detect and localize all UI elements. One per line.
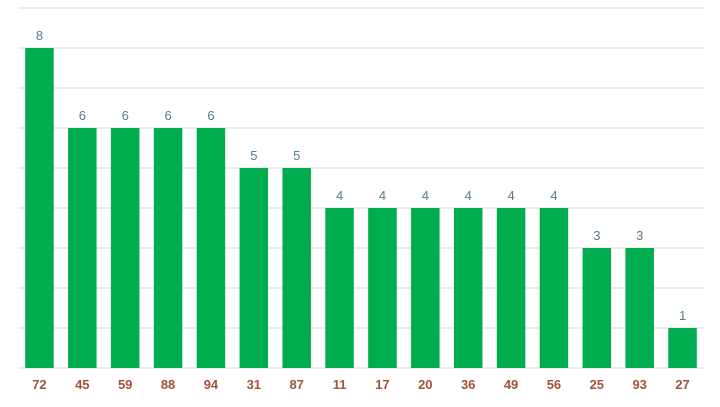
value-label-25: 3 xyxy=(593,228,600,243)
category-label-36: 36 xyxy=(461,377,475,392)
category-label-17: 17 xyxy=(375,377,389,392)
bar-25[interactable] xyxy=(582,248,612,368)
category-labels: 72 45 59 88 94 31 87 11 17 20 36 49 56 25 93 27 xyxy=(32,377,690,392)
bar-56[interactable] xyxy=(539,208,569,368)
category-label-93: 93 xyxy=(632,377,646,392)
category-label-20: 20 xyxy=(418,377,432,392)
category-label-94: 94 xyxy=(204,377,219,392)
category-label-25: 25 xyxy=(590,377,604,392)
value-label-56: 4 xyxy=(550,188,557,203)
bar-17[interactable] xyxy=(368,208,397,368)
bar-31[interactable] xyxy=(239,168,269,368)
bar-20[interactable] xyxy=(411,208,440,368)
category-label-72: 72 xyxy=(32,377,46,392)
bar-11[interactable] xyxy=(325,208,354,368)
value-label-59: 6 xyxy=(122,108,129,123)
value-label-36: 4 xyxy=(465,188,472,203)
value-label-88: 6 xyxy=(164,108,171,123)
value-label-72: 8 xyxy=(36,28,43,43)
bar-72[interactable] xyxy=(25,48,54,368)
value-label-87: 5 xyxy=(293,148,300,163)
bar-45[interactable] xyxy=(68,128,97,368)
bar-88[interactable] xyxy=(153,128,183,368)
category-label-87: 87 xyxy=(289,377,303,392)
bars xyxy=(25,48,697,368)
category-label-49: 49 xyxy=(504,377,518,392)
bar-93[interactable] xyxy=(625,248,654,368)
value-label-31: 5 xyxy=(250,148,257,163)
category-label-56: 56 xyxy=(547,377,561,392)
bar-49[interactable] xyxy=(496,208,526,368)
category-label-88: 88 xyxy=(161,377,175,392)
value-label-49: 4 xyxy=(507,188,514,203)
value-labels: 8 6 6 6 6 5 5 4 4 4 4 4 4 3 3 1 xyxy=(36,28,686,323)
value-label-27: 1 xyxy=(679,308,686,323)
value-label-20: 4 xyxy=(422,188,429,203)
value-label-45: 6 xyxy=(79,108,86,123)
bar-94[interactable] xyxy=(196,128,226,368)
value-label-11: 4 xyxy=(336,188,343,203)
value-label-93: 3 xyxy=(636,228,643,243)
category-label-27: 27 xyxy=(675,377,689,392)
category-label-59: 59 xyxy=(118,377,132,392)
value-label-17: 4 xyxy=(379,188,386,203)
bar-87[interactable] xyxy=(282,168,311,368)
bar-27[interactable] xyxy=(668,328,697,368)
category-label-31: 31 xyxy=(247,377,261,392)
bar-59[interactable] xyxy=(110,128,140,368)
category-label-45: 45 xyxy=(75,377,89,392)
value-label-94: 6 xyxy=(207,108,214,123)
bar-36[interactable] xyxy=(453,208,483,368)
category-label-11: 11 xyxy=(333,377,347,392)
